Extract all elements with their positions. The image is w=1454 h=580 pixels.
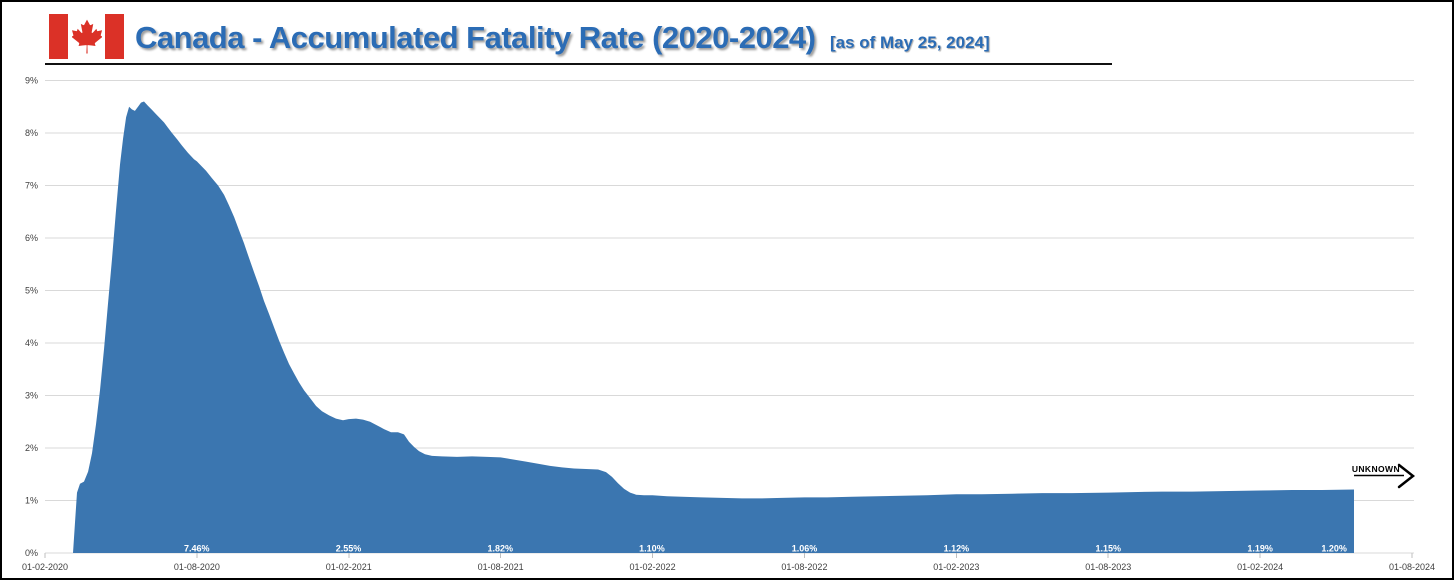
data-point-label: 1.15% xyxy=(1095,544,1121,554)
x-axis-label: 01-08-2023 xyxy=(1085,562,1131,572)
data-point-label: 7.46% xyxy=(184,544,210,554)
fatality-rate-area-series xyxy=(73,101,1354,553)
y-axis-label: 0% xyxy=(25,548,38,558)
x-axis-label: 01-02-2022 xyxy=(630,562,676,572)
y-axis-label: 1% xyxy=(25,496,38,506)
data-point-label: 1.12% xyxy=(944,544,970,554)
data-point-label: 1.19% xyxy=(1247,544,1273,554)
x-axis-label: 01-08-2022 xyxy=(781,562,827,572)
x-axis-label: 01-08-2021 xyxy=(478,562,524,572)
y-axis-label: 2% xyxy=(25,443,38,453)
data-point-label: 1.10% xyxy=(639,544,665,554)
data-point-label: 1.82% xyxy=(487,544,513,554)
data-point-label: 1.06% xyxy=(792,544,818,554)
canada-flag-icon xyxy=(49,14,124,59)
title-underline xyxy=(45,63,1112,65)
flag-red-bar-right xyxy=(105,14,124,59)
y-axis-label: 6% xyxy=(25,233,38,243)
chart-header: Canada - Accumulated Fatality Rate (2020… xyxy=(135,20,990,56)
x-axis-label: 01-02-2024 xyxy=(1237,562,1283,572)
y-axis-label: 5% xyxy=(25,286,38,296)
y-axis-label: 4% xyxy=(25,338,38,348)
y-axis-label: 7% xyxy=(25,181,38,191)
flag-red-bar-left xyxy=(49,14,68,59)
unknown-arrow-icon xyxy=(1397,463,1416,489)
maple-leaf-icon xyxy=(71,19,102,53)
y-axis-label: 3% xyxy=(25,391,38,401)
x-axis-label: 01-08-2020 xyxy=(174,562,220,572)
y-axis-label: 8% xyxy=(25,128,38,138)
data-point-label: 2.55% xyxy=(336,544,362,554)
x-axis-label: 01-02-2023 xyxy=(933,562,979,572)
x-axis-label: 01-08-2024 xyxy=(1389,562,1435,572)
x-axis-label: 01-02-2021 xyxy=(326,562,372,572)
unknown-label: UNKNOWN xyxy=(1352,464,1400,474)
y-axis-label: 9% xyxy=(25,76,38,86)
page-title: Canada - Accumulated Fatality Rate (2020… xyxy=(135,20,816,55)
as-of-date: [as of May 25, 2024] xyxy=(829,33,990,52)
data-point-label: 1.20% xyxy=(1321,544,1347,554)
x-axis-label: 01-02-2020 xyxy=(22,562,68,572)
